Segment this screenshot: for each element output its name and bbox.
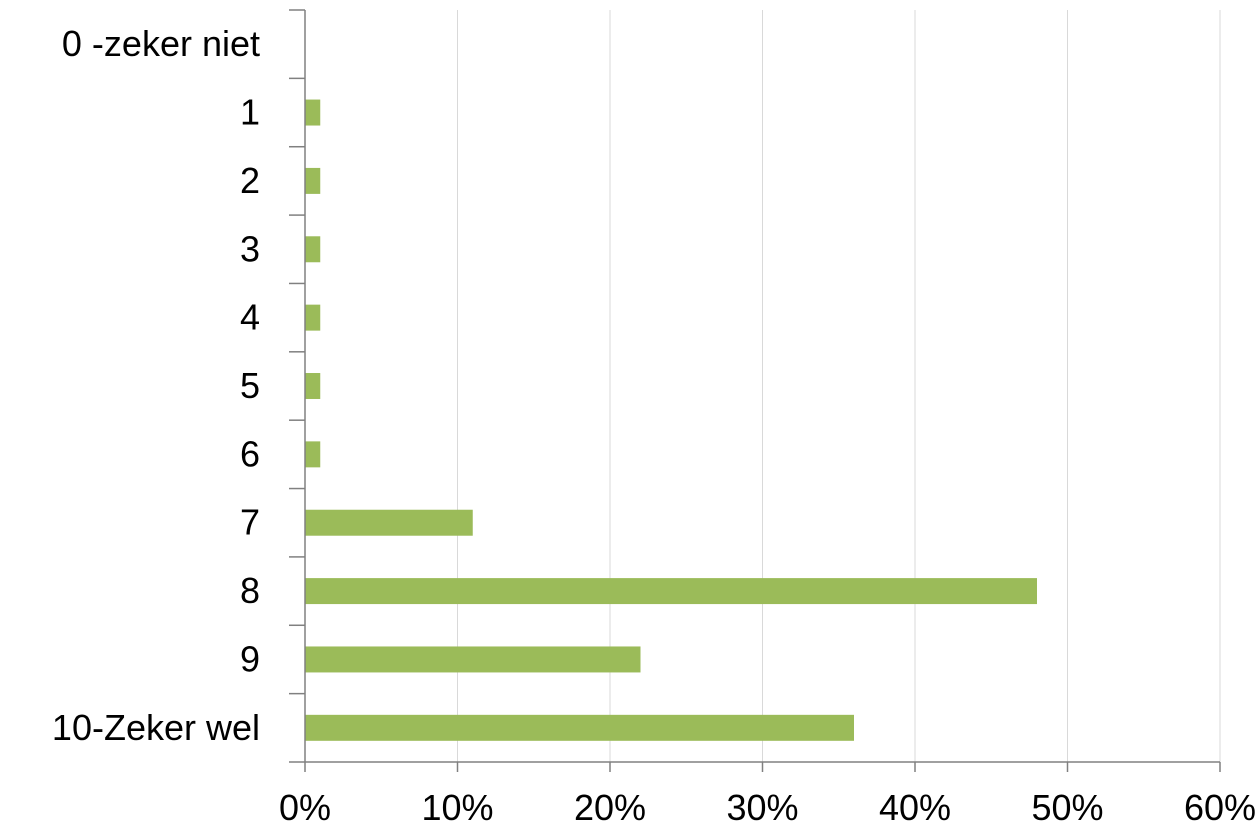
category-label-3: 3 [240, 228, 260, 269]
bar-2 [305, 167, 321, 194]
x-tick-label-2: 20% [574, 787, 646, 828]
category-label-9: 9 [240, 638, 260, 679]
axes [289, 9, 1221, 772]
bar-1 [305, 99, 321, 126]
bar-7 [305, 509, 473, 536]
bar-9 [305, 646, 641, 673]
x-tick-label-5: 50% [1031, 787, 1103, 828]
gridlines [457, 10, 1221, 762]
category-label-0: 0 -zeker niet [62, 23, 260, 64]
bar-10 [305, 714, 854, 741]
x-tick-label-6: 60% [1184, 787, 1256, 828]
x-tick-label-4: 40% [879, 787, 951, 828]
category-label-5: 5 [240, 365, 260, 406]
category-label-10: 10-Zeker wel [52, 707, 260, 748]
bar-4 [305, 304, 321, 331]
x-tick-label-1: 10% [421, 787, 493, 828]
x-tick-label-0: 0% [279, 787, 331, 828]
category-label-2: 2 [240, 160, 260, 201]
category-labels: 0 -zeker niet 1 2 3 4 5 6 7 8 9 10-Zeker wel [52, 23, 260, 748]
x-tick-labels: 0% 10% 20% 30% 40% 50% 60% [279, 787, 1256, 828]
category-label-7: 7 [240, 502, 260, 543]
bars [305, 99, 1037, 741]
x-tick-label-3: 30% [726, 787, 798, 828]
category-label-1: 1 [240, 92, 260, 133]
bar-6 [305, 441, 321, 468]
bar-3 [305, 236, 321, 263]
category-label-8: 8 [240, 570, 260, 611]
category-label-4: 4 [240, 297, 260, 338]
bar-5 [305, 373, 321, 399]
category-label-6: 6 [240, 433, 260, 474]
bar-8 [305, 578, 1037, 605]
